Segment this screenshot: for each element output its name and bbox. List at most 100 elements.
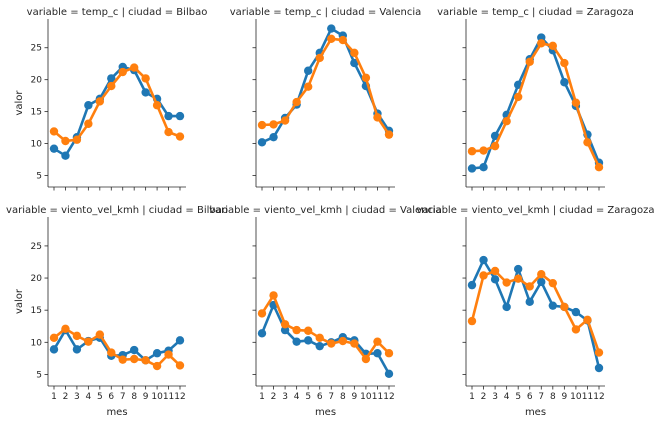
- data-point: [571, 325, 581, 334]
- data-point: [583, 138, 592, 147]
- y-tick-label: 10: [31, 140, 43, 150]
- data-point: [129, 345, 139, 355]
- data-point: [303, 336, 313, 345]
- data-point: [502, 117, 511, 126]
- x-tick-label: 6: [527, 392, 533, 402]
- data-point: [327, 339, 336, 348]
- y-tick-label: 15: [31, 108, 42, 118]
- data-point: [384, 130, 394, 139]
- data-point: [537, 269, 546, 279]
- data-point: [141, 356, 150, 365]
- data-point: [292, 337, 301, 346]
- data-point: [361, 354, 371, 364]
- data-point: [467, 164, 477, 173]
- data-point: [141, 74, 150, 83]
- data-point: [548, 41, 558, 51]
- facet-panel: variable = viento_vel_kmh | ciudad = Zar…: [417, 205, 655, 418]
- data-point: [175, 132, 185, 141]
- data-point: [315, 333, 324, 343]
- y-axis-label: valor: [14, 90, 25, 116]
- panel-title: variable = temp_c | ciudad = Valencia: [230, 7, 422, 18]
- data-point: [72, 331, 82, 341]
- x-tick-label: 4: [294, 392, 300, 402]
- data-point: [361, 73, 371, 82]
- x-tick-label: 4: [504, 392, 510, 402]
- data-point: [72, 345, 82, 354]
- series-line: [52, 327, 182, 368]
- data-point: [560, 78, 569, 87]
- data-point: [548, 301, 558, 310]
- panel-title: variable = viento_vel_kmh | ciudad = Zar…: [417, 205, 655, 216]
- data-point: [537, 33, 546, 42]
- y-tick-label: 5: [36, 370, 42, 380]
- data-point: [164, 127, 173, 137]
- x-tick-label: 12: [593, 392, 604, 402]
- data-point: [490, 141, 500, 151]
- data-point: [571, 307, 581, 317]
- x-tick-label: 2: [481, 392, 487, 402]
- facet-panel: variable = temp_c | ciudad = Valencia: [230, 7, 422, 191]
- x-tick-label: 10: [360, 392, 372, 402]
- y-tick-label: 5: [36, 172, 42, 182]
- data-point: [327, 24, 336, 33]
- x-tick-label: 3: [74, 392, 80, 402]
- data-point: [467, 147, 477, 156]
- x-tick-label: 9: [561, 392, 567, 402]
- data-point: [338, 336, 348, 346]
- data-point: [118, 355, 127, 364]
- facet-panel: variable = viento_vel_kmh | ciudad = Bil…: [6, 205, 228, 418]
- data-point: [525, 297, 534, 307]
- data-point: [513, 274, 523, 283]
- x-tick-label: 5: [97, 392, 103, 402]
- y-tick-label: 20: [31, 76, 43, 86]
- x-axis-label: mes: [525, 407, 546, 418]
- data-point: [350, 339, 359, 348]
- data-point: [152, 361, 162, 371]
- x-tick-label: 11: [582, 392, 593, 402]
- data-point: [479, 255, 488, 265]
- data-point: [175, 111, 185, 121]
- panel-title: variable = temp_c | ciudad = Zaragoza: [437, 7, 634, 18]
- data-point: [537, 277, 546, 287]
- panel-title: variable = viento_vel_kmh | ciudad = Bil…: [6, 205, 228, 216]
- x-tick-label: 6: [108, 392, 114, 402]
- data-point: [164, 350, 173, 359]
- data-point: [583, 315, 592, 325]
- data-point: [107, 348, 116, 357]
- x-tick-label: 2: [63, 392, 69, 402]
- data-point: [490, 131, 500, 141]
- data-point: [327, 34, 336, 44]
- data-point: [175, 361, 185, 370]
- data-point: [107, 74, 116, 83]
- x-tick-label: 7: [120, 392, 126, 402]
- x-axis-label: mes: [315, 407, 336, 418]
- x-tick-label: 12: [383, 392, 394, 402]
- data-point: [280, 320, 290, 329]
- data-point: [315, 53, 324, 63]
- y-tick-label: 25: [31, 44, 42, 54]
- data-point: [269, 120, 278, 129]
- x-tick-label: 3: [282, 392, 288, 402]
- data-point: [467, 316, 477, 326]
- data-point: [269, 291, 278, 300]
- data-point: [118, 67, 127, 77]
- data-point: [84, 119, 93, 128]
- data-point: [49, 127, 59, 136]
- data-point: [513, 92, 523, 102]
- data-point: [560, 302, 569, 312]
- x-tick-label: 2: [271, 392, 277, 402]
- data-point: [72, 135, 82, 144]
- data-point: [560, 58, 569, 68]
- data-point: [49, 345, 59, 354]
- data-point: [571, 98, 581, 107]
- data-point: [594, 162, 604, 172]
- data-point: [384, 349, 394, 358]
- data-point: [525, 57, 534, 66]
- data-point: [548, 278, 558, 288]
- data-point: [338, 35, 348, 45]
- data-point: [594, 348, 604, 357]
- data-point: [525, 282, 534, 291]
- panel-title: variable = temp_c | ciudad = Bilbao: [27, 7, 208, 18]
- data-point: [373, 349, 382, 358]
- data-point: [95, 97, 105, 106]
